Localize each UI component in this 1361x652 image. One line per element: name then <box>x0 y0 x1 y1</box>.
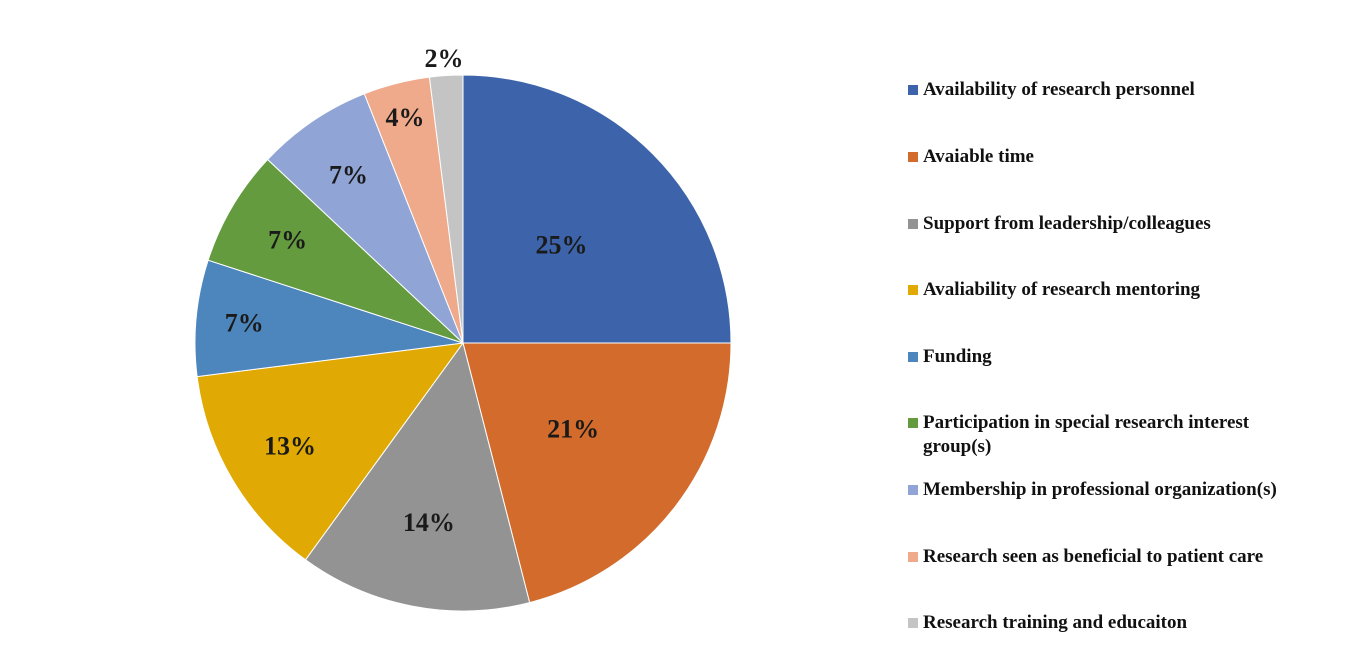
slice-data-label: 4% <box>386 103 425 132</box>
legend-label: Membership in professional organization(… <box>923 479 1277 500</box>
legend-swatch <box>908 418 918 428</box>
legend-swatch <box>908 352 918 362</box>
slice-data-label: 21% <box>547 414 599 443</box>
legend-label: Support from leadership/colleagues <box>923 213 1211 234</box>
pie-slice <box>196 342 465 561</box>
legend-item: Avaiable time <box>908 145 1034 169</box>
legend-label: Avaiable time <box>923 146 1034 167</box>
legend-swatch <box>908 219 918 229</box>
legend-label: Funding <box>923 346 992 367</box>
legend-label: Avaliability of research mentoring <box>923 279 1201 300</box>
legend-item: Availability of research personnel <box>908 78 1195 102</box>
legend-swatch <box>908 552 918 562</box>
pie-slice <box>428 74 464 344</box>
pie-slice <box>304 341 531 612</box>
legend-swatch <box>908 85 918 95</box>
legend-item: Participation in special research intere… <box>908 411 1318 459</box>
legend-swatch <box>908 285 918 295</box>
pie-slice <box>462 74 732 344</box>
pie-slice <box>266 93 464 344</box>
legend-item: Support from leadership/colleagues <box>908 212 1211 236</box>
legend-swatch <box>908 485 918 495</box>
legend-label: Research training and educaiton <box>923 612 1188 633</box>
pie-slice <box>194 259 464 378</box>
legend-item: Membership in professional organization(… <box>908 478 1277 502</box>
legend-swatch <box>908 618 918 628</box>
legend-label: Participation in special research intere… <box>923 412 1250 457</box>
legend-item: Research seen as beneficial to patient c… <box>908 545 1263 569</box>
slice-data-label: 25% <box>536 230 588 259</box>
pie-slice <box>207 158 464 344</box>
legend-item: Funding <box>908 345 992 369</box>
slice-data-label: 13% <box>264 431 316 460</box>
legend-item: Research training and educaiton <box>908 611 1187 635</box>
legend-swatch <box>908 152 918 162</box>
slice-data-label: 14% <box>403 508 455 537</box>
legend-label: Research seen as beneficial to patient c… <box>923 546 1264 567</box>
pie-slice <box>462 342 732 604</box>
legend-label: Availability of research personnel <box>923 79 1195 100</box>
pie-chart-svg: 25% 21% 14% 13% 7% 7% 7% 4% 2% <box>194 44 732 612</box>
slice-data-label: 2% <box>425 44 464 73</box>
legend-item: Avaliability of research mentoring <box>908 278 1200 302</box>
slice-data-label: 7% <box>268 225 307 254</box>
slice-data-label: 7% <box>225 308 264 337</box>
slice-data-label: 7% <box>329 161 368 190</box>
